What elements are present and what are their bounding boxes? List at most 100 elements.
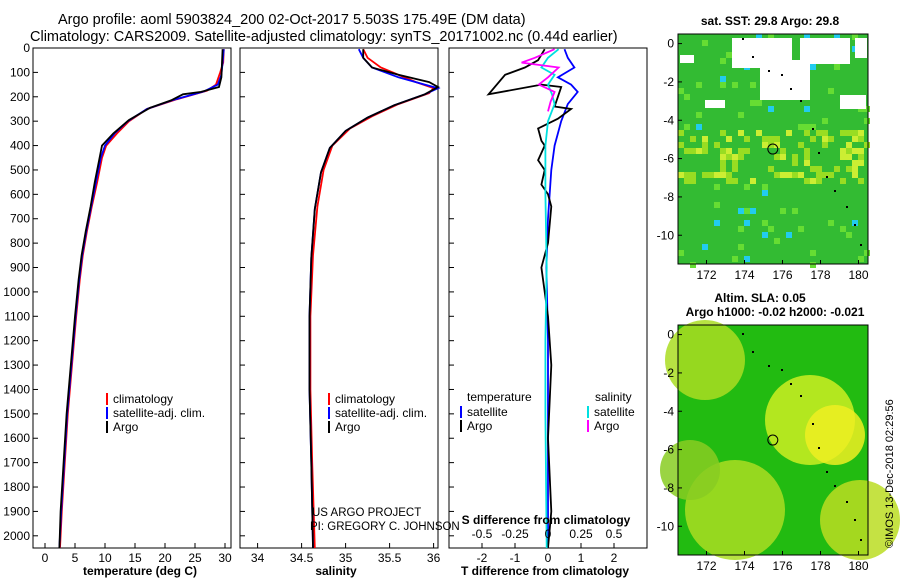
map-cell — [804, 130, 810, 136]
map-y-tick-label: -4 — [663, 404, 674, 418]
legend-label-satellite: satellite-adj. clim. — [335, 406, 427, 420]
map-cell — [684, 94, 690, 100]
map-x-tick-label: 180 — [848, 268, 868, 282]
map-cell — [804, 106, 810, 112]
map-cell — [816, 178, 822, 184]
map-cell — [678, 142, 684, 148]
map-y-tick-label: -10 — [657, 228, 675, 242]
y-tick-label: 1800 — [3, 480, 30, 494]
x-tick-label: 34.5 — [290, 551, 314, 565]
map-cell — [804, 34, 810, 40]
map-cell — [792, 160, 798, 166]
map-cell — [774, 142, 780, 148]
x2-tick-label: -0.5 — [472, 527, 493, 541]
map-cell — [858, 178, 864, 184]
island-dot — [752, 351, 754, 353]
legend-label-t-satellite: satellite — [467, 405, 508, 419]
map-cell — [732, 166, 738, 172]
map-cell — [810, 136, 816, 142]
y-tick-label: 500 — [10, 163, 30, 177]
map-cell — [768, 136, 774, 142]
map-cell — [846, 154, 852, 160]
map-x-tick-label: 172 — [696, 559, 716, 573]
map-cell — [840, 148, 846, 154]
map-cell — [726, 52, 732, 58]
salinity-legend: climatology satellite-adj. clim. Argo — [328, 392, 427, 434]
x2-tick-label: 0.25 — [569, 527, 593, 541]
map-cell — [780, 208, 786, 214]
cloud-patch — [800, 38, 850, 64]
map-cell — [852, 34, 858, 40]
map-cell — [720, 154, 726, 160]
legend-label-s-argo: Argo — [594, 419, 620, 433]
map-cell — [726, 154, 732, 160]
x-tick-label: 30 — [218, 551, 232, 565]
map-y-tick-label: -8 — [663, 190, 674, 204]
map-cell — [702, 136, 708, 142]
map-cell — [822, 130, 828, 136]
map-y-tick-label: -10 — [657, 519, 675, 533]
map-cell — [780, 148, 786, 154]
map-y-tick-label: -6 — [663, 443, 674, 457]
map-cell — [822, 136, 828, 142]
x-tick-label: 2 — [611, 551, 618, 565]
map-cell — [840, 178, 846, 184]
map-cell — [834, 166, 840, 172]
map-cell — [720, 130, 726, 136]
salinity-plot-frame — [239, 47, 439, 549]
map-cell — [858, 136, 864, 142]
temperature-plot-frame — [32, 47, 232, 549]
map-cell — [822, 118, 828, 124]
map-cell — [750, 178, 756, 184]
map-x-tick-label: 180 — [848, 559, 868, 573]
island-dot — [846, 206, 848, 208]
map-cell — [852, 166, 858, 172]
map-cell — [714, 220, 720, 226]
difference-legend: temperature salinity satellite Argo sate… — [460, 390, 635, 433]
y-tick-label: 300 — [10, 114, 30, 128]
island-dot — [834, 485, 836, 487]
map-cell — [810, 124, 816, 130]
map-cell — [684, 124, 690, 130]
y-tick-label: 1700 — [3, 456, 30, 470]
y-tick-label: 1600 — [3, 431, 30, 445]
series-line-climatology — [309, 48, 436, 549]
cloud-patch — [705, 100, 725, 108]
imos-credit: ©IMOS 13-Dec-2018 02:29:56 — [884, 399, 896, 548]
map-cell — [750, 100, 756, 106]
map-cell — [738, 154, 744, 160]
map-cell — [828, 172, 834, 178]
map-cell — [702, 172, 708, 178]
map-cell — [714, 202, 720, 208]
island-dot — [826, 176, 828, 178]
x2-tick-label: 0.5 — [606, 527, 623, 541]
map-cell — [804, 154, 810, 160]
map-cell — [696, 82, 702, 88]
map-cell — [678, 130, 684, 136]
x-tick-label: 34 — [251, 551, 265, 565]
map-cell — [768, 226, 774, 232]
figure-title-line2: Climatology: CARS2009. Satellite-adjuste… — [30, 29, 618, 45]
island-dot — [781, 369, 783, 371]
profile-location-marker — [767, 143, 779, 155]
sst-map: 172 174 176 178 180 0 -2 -4 -6 -8 -10 — [657, 33, 870, 282]
map-cell — [762, 184, 768, 190]
map-cell — [828, 136, 834, 142]
map-cell — [684, 172, 690, 178]
sla-blob — [805, 405, 865, 465]
map-cell — [756, 100, 762, 106]
map-cell — [768, 106, 774, 112]
map-cell — [690, 262, 696, 268]
series-line-climatology — [59, 49, 225, 549]
map-cell — [690, 148, 696, 154]
map-frame — [677, 324, 869, 556]
map-cell — [678, 250, 684, 256]
series-line-s-satellite — [540, 48, 560, 549]
island-dot — [790, 88, 792, 90]
island-dot — [854, 224, 856, 226]
map-cell — [852, 172, 858, 178]
map-cell — [720, 82, 726, 88]
map-cell — [786, 172, 792, 178]
map-cell — [804, 148, 810, 154]
